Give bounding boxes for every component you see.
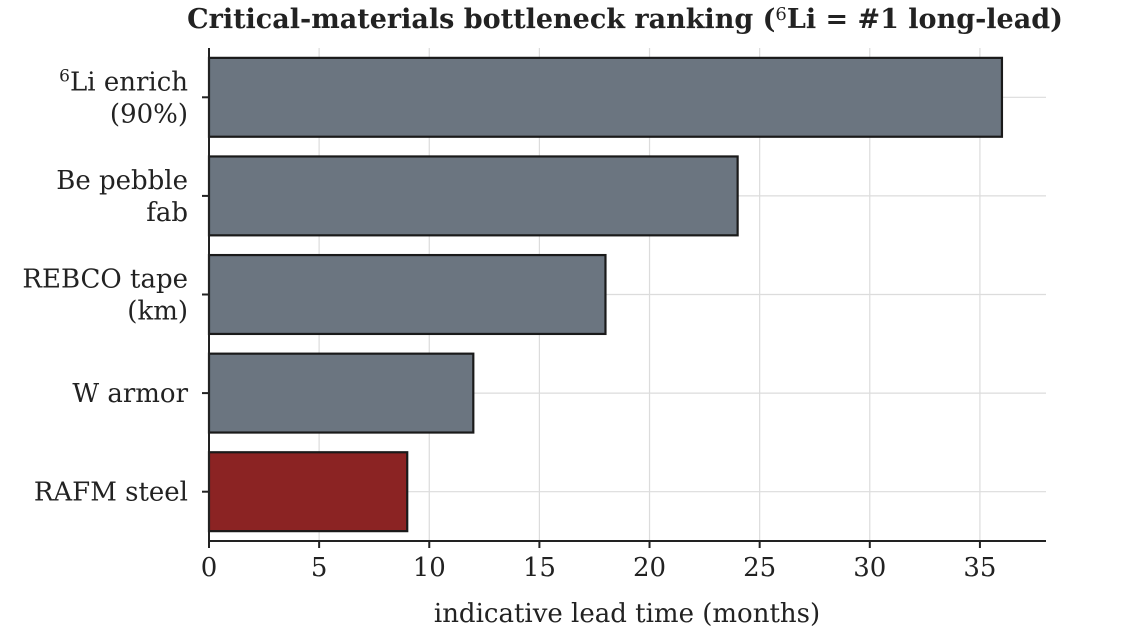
x-tick-label: 25 — [743, 553, 776, 583]
y-tick-label: W armor — [72, 379, 188, 409]
bar — [207, 56, 1004, 138]
y-tick-label: Be pebble fab — [56, 166, 188, 228]
bar — [207, 352, 475, 434]
x-tick-label: 10 — [413, 553, 446, 583]
bar — [207, 451, 409, 533]
x-tick-label: 15 — [523, 553, 556, 583]
y-tick-label: 6Li enrich (90%) — [59, 66, 188, 129]
x-tick-label: 35 — [963, 553, 996, 583]
y-tick-label: RAFM steel — [34, 478, 188, 508]
ticks: 0 5 10 15 20 25 30 35 6Li enrich (90%) Be pebble fa… — [22, 66, 996, 583]
chart-title: Critical-materials bottleneck ranking (6… — [187, 4, 1063, 35]
bars — [207, 56, 1004, 533]
x-tick-label: 5 — [311, 553, 328, 583]
x-tick-label: 20 — [633, 553, 666, 583]
bar — [207, 155, 739, 237]
y-tick-label: REBCO tape (km) — [22, 265, 188, 327]
x-axis-label: indicative lead time (months) — [434, 599, 820, 629]
x-tick-label: 0 — [201, 553, 218, 583]
x-tick-label: 30 — [853, 553, 886, 583]
bar — [207, 253, 607, 336]
